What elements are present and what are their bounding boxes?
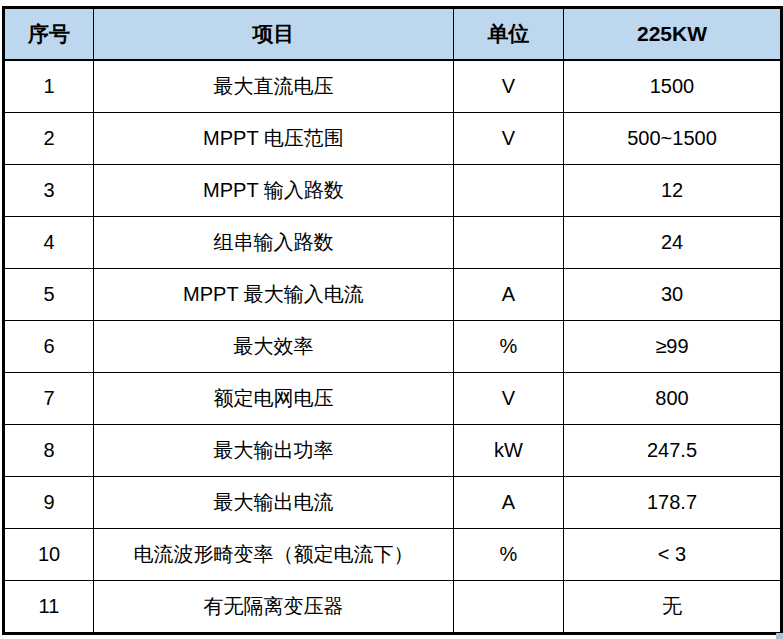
table-row: 1 最大直流电压 V 1500 [4,60,782,113]
cell-unit: A [454,477,564,529]
header-cell-item: 项目 [94,8,454,61]
cell-unit: % [454,321,564,373]
cell-item: 最大输出电流 [94,477,454,529]
table-row: 6 最大效率 % ≥99 [4,321,782,373]
cell-value: 30 [564,269,782,321]
table-row: 10 电流波形畸变率（额定电流下） % < 3 [4,529,782,581]
cell-no: 3 [4,165,94,217]
cell-value: 800 [564,373,782,425]
cell-no: 11 [4,581,94,634]
cell-value: 500~1500 [564,113,782,165]
cell-no: 5 [4,269,94,321]
next-table-corner-fragment [776,633,783,639]
cell-item: 额定电网电压 [94,373,454,425]
cell-value: 247.5 [564,425,782,477]
cell-value: < 3 [564,529,782,581]
cell-item: MPPT 最大输入电流 [94,269,454,321]
cell-item: 电流波形畸变率（额定电流下） [94,529,454,581]
cell-no: 8 [4,425,94,477]
cell-value: ≥99 [564,321,782,373]
header-cell-unit: 单位 [454,8,564,61]
cell-no: 10 [4,529,94,581]
cell-unit [454,217,564,269]
cell-item: 组串输入路数 [94,217,454,269]
cell-no: 6 [4,321,94,373]
cell-value: 无 [564,581,782,634]
table-row: 7 额定电网电压 V 800 [4,373,782,425]
cell-unit: V [454,60,564,113]
spec-table: 序号 项目 单位 225KW 1 最大直流电压 V 1500 2 MPPT 电压… [2,6,783,635]
cell-item: MPPT 电压范围 [94,113,454,165]
cell-unit: V [454,373,564,425]
header-cell-no: 序号 [4,8,94,61]
cell-unit: % [454,529,564,581]
spec-table-body: 1 最大直流电压 V 1500 2 MPPT 电压范围 V 500~1500 3… [4,60,782,634]
cell-item: 最大效率 [94,321,454,373]
cell-item: 最大输出功率 [94,425,454,477]
cell-item: 最大直流电压 [94,60,454,113]
header-cell-value: 225KW [564,8,782,61]
cell-unit [454,165,564,217]
table-row: 11 有无隔离变压器 无 [4,581,782,634]
cell-value: 24 [564,217,782,269]
cell-no: 7 [4,373,94,425]
table-row: 9 最大输出电流 A 178.7 [4,477,782,529]
cell-unit [454,581,564,634]
cell-value: 12 [564,165,782,217]
cell-unit: kW [454,425,564,477]
cell-item: MPPT 输入路数 [94,165,454,217]
cell-no: 4 [4,217,94,269]
cell-unit: A [454,269,564,321]
cell-item: 有无隔离变压器 [94,581,454,634]
cell-unit: V [454,113,564,165]
header-row: 序号 项目 单位 225KW [4,8,782,61]
cell-value: 178.7 [564,477,782,529]
cell-no: 1 [4,60,94,113]
table-row: 4 组串输入路数 24 [4,217,782,269]
table-row: 2 MPPT 电压范围 V 500~1500 [4,113,782,165]
table-row: 5 MPPT 最大输入电流 A 30 [4,269,782,321]
table-row: 3 MPPT 输入路数 12 [4,165,782,217]
cell-value: 1500 [564,60,782,113]
cell-no: 9 [4,477,94,529]
page: 序号 项目 单位 225KW 1 最大直流电压 V 1500 2 MPPT 电压… [0,0,783,639]
spec-table-header: 序号 项目 单位 225KW [4,8,782,61]
cell-no: 2 [4,113,94,165]
table-row: 8 最大输出功率 kW 247.5 [4,425,782,477]
